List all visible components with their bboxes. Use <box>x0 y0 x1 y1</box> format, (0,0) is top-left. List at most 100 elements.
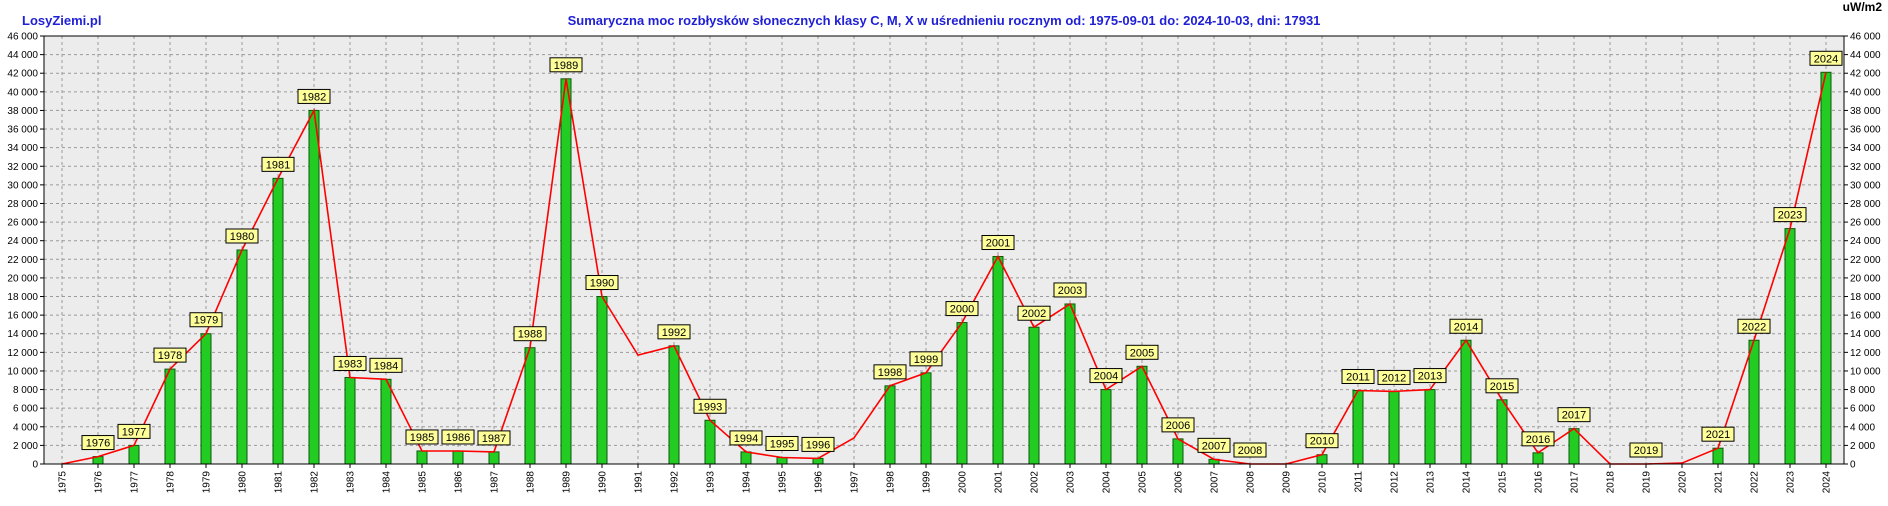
year-label-box <box>1233 442 1267 458</box>
year-label-box <box>189 312 223 328</box>
year-label-box <box>1161 417 1195 433</box>
bar <box>956 322 968 465</box>
y-tick-label-right: 44 000 <box>1850 50 1881 61</box>
year-label: 2016 <box>1526 434 1550 446</box>
year-label-box <box>981 235 1015 251</box>
bar <box>128 444 140 465</box>
x-tick-label: 1978 <box>166 471 177 494</box>
bar <box>812 457 824 465</box>
bar <box>1172 438 1184 465</box>
x-tick-label: 2023 <box>1786 471 1797 494</box>
bar <box>344 376 356 465</box>
bar <box>524 347 536 465</box>
x-tick-label: 2005 <box>1138 471 1149 494</box>
year-label-box <box>225 228 259 244</box>
bar <box>452 450 464 465</box>
x-tick-label: 1995 <box>778 471 789 494</box>
year-label: 2021 <box>1706 429 1730 441</box>
year-label-box <box>1737 318 1771 334</box>
y-tick-label-left: 36 000 <box>7 125 38 136</box>
year-label-box <box>1089 368 1123 384</box>
year-label: 1999 <box>914 354 938 366</box>
y-tick-label-left: 28 000 <box>7 199 38 210</box>
year-label-box <box>801 436 835 452</box>
bar <box>1532 452 1544 465</box>
bar <box>704 419 716 465</box>
bar <box>920 372 932 465</box>
x-tick-label: 1996 <box>814 471 825 494</box>
year-label: 1994 <box>734 433 758 445</box>
year-label: 1976 <box>86 438 110 450</box>
y-tick-label-left: 46 000 <box>7 32 38 43</box>
year-label: 2013 <box>1418 371 1442 383</box>
year-label: 2001 <box>986 238 1010 250</box>
bar <box>1784 228 1796 465</box>
x-tick-label: 2007 <box>1210 471 1221 494</box>
year-label: 1996 <box>806 439 830 451</box>
y-tick-label-right: 4 000 <box>1850 422 1875 433</box>
x-tick-label: 1987 <box>490 471 501 494</box>
year-label-box <box>945 301 979 317</box>
y-tick-label-right: 12 000 <box>1850 348 1881 359</box>
bar <box>1712 447 1724 465</box>
bar <box>1388 390 1400 465</box>
year-label-box <box>1125 344 1159 360</box>
y-tick-label-right: 42 000 <box>1850 69 1881 80</box>
x-tick-label: 1988 <box>526 471 537 494</box>
year-label: 1998 <box>878 367 902 379</box>
y-tick-label-right: 0 <box>1850 460 1856 471</box>
year-label-box <box>1053 282 1087 298</box>
x-tick-label: 2001 <box>994 471 1005 494</box>
year-label: 2012 <box>1382 372 1406 384</box>
unit-label: uW/m2 <box>1842 0 1882 14</box>
x-tick-label: 2013 <box>1426 471 1437 494</box>
x-tick-label: 2017 <box>1570 471 1581 494</box>
bar <box>380 378 392 465</box>
year-label: 1984 <box>374 360 398 372</box>
year-label: 2005 <box>1130 347 1154 359</box>
bar <box>1028 326 1040 465</box>
y-tick-label-right: 24 000 <box>1850 236 1881 247</box>
year-label-box <box>1305 433 1339 449</box>
y-tick-label-right: 20 000 <box>1850 273 1881 284</box>
bar <box>1064 303 1076 465</box>
year-label: 2010 <box>1310 436 1334 448</box>
year-label-box <box>513 326 547 342</box>
year-label: 1978 <box>158 350 182 362</box>
year-label-box <box>369 357 403 373</box>
x-tick-label: 1975 <box>58 471 69 494</box>
x-tick-label: 1986 <box>454 471 465 494</box>
year-label: 2022 <box>1742 321 1766 333</box>
year-label-box <box>1413 368 1447 384</box>
y-tick-label-left: 44 000 <box>7 50 38 61</box>
y-tick-label-left: 12 000 <box>7 348 38 359</box>
year-label: 1985 <box>410 432 434 444</box>
plot-background <box>44 36 1844 464</box>
year-label-box <box>1809 50 1843 66</box>
x-tick-label: 1983 <box>346 471 357 494</box>
x-tick-label: 2014 <box>1462 471 1473 494</box>
y-tick-label-right: 10 000 <box>1850 366 1881 377</box>
year-label: 1987 <box>482 433 506 445</box>
x-tick-label: 2015 <box>1498 471 1509 494</box>
x-tick-label: 2022 <box>1750 471 1761 494</box>
y-tick-label-right: 16 000 <box>1850 311 1881 322</box>
year-label-box <box>333 355 367 371</box>
year-label-box <box>1197 437 1231 453</box>
year-label-box <box>1341 368 1375 384</box>
bar <box>596 296 608 465</box>
x-tick-label: 1976 <box>94 471 105 494</box>
y-tick-label-right: 26 000 <box>1850 218 1881 229</box>
y-tick-label-right: 38 000 <box>1850 106 1881 117</box>
year-label-box <box>441 429 475 445</box>
bar <box>236 249 248 465</box>
y-tick-label-right: 40 000 <box>1850 87 1881 98</box>
y-tick-label-right: 18 000 <box>1850 292 1881 303</box>
y-tick-label-left: 24 000 <box>7 236 38 247</box>
y-tick-label-left: 26 000 <box>7 218 38 229</box>
bar <box>1100 389 1112 465</box>
year-label-box <box>909 351 943 367</box>
y-tick-label-right: 32 000 <box>1850 162 1881 173</box>
x-tick-label: 1992 <box>670 471 681 494</box>
year-label-box <box>873 364 907 380</box>
